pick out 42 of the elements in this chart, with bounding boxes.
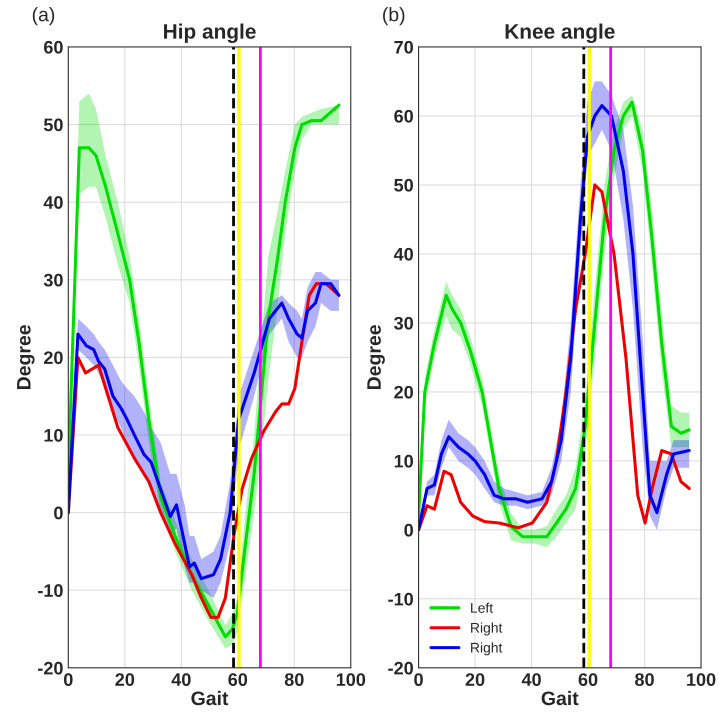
chart-title: Knee angle xyxy=(506,24,615,44)
x-axis-title: Gait xyxy=(191,690,228,706)
chart-title: Hip angle xyxy=(164,24,256,44)
y-tick-label: -10 xyxy=(388,592,413,606)
x-tick-label: 40 xyxy=(172,673,191,686)
legend-label: Right xyxy=(471,642,502,656)
x-tick-label: 20 xyxy=(466,673,484,686)
x-tick-label: 20 xyxy=(115,673,134,686)
x-tick-label: 100 xyxy=(336,673,366,686)
x-tick-label: 80 xyxy=(284,673,304,686)
x-tick-label: 40 xyxy=(522,673,541,686)
x-tick-label: 60 xyxy=(228,673,248,686)
x-tick-label: 80 xyxy=(635,673,654,686)
y-tick-label: -10 xyxy=(38,584,63,597)
x-tick-label: 60 xyxy=(578,673,598,686)
y-tick-label: 60 xyxy=(44,40,63,54)
y-tick-label: 20 xyxy=(394,386,413,399)
y-tick-label: 0 xyxy=(404,524,413,537)
y-tick-label: 40 xyxy=(44,196,63,209)
y-tick-label: 30 xyxy=(44,274,63,287)
y-tick-label: 10 xyxy=(394,454,413,468)
y-tick-label: 30 xyxy=(394,316,413,330)
legend-label: Left xyxy=(471,602,494,613)
y-tick-label: 0 xyxy=(54,506,63,520)
legend-label: Right xyxy=(471,622,502,636)
text: (b) xyxy=(383,7,404,26)
x-tick-label: 0 xyxy=(64,673,73,686)
y-tick-label: 50 xyxy=(44,118,63,132)
y-tick-label: 70 xyxy=(394,40,413,54)
y-axis-title: Degree xyxy=(367,325,385,390)
y-tick-label: 60 xyxy=(394,110,413,123)
y-tick-label: 50 xyxy=(394,178,413,192)
y-tick-label: -20 xyxy=(38,662,63,675)
x-tick-label: 100 xyxy=(687,673,716,686)
y-tick-label: -20 xyxy=(388,662,413,675)
x-tick-label: 0 xyxy=(414,673,423,686)
y-axis-title: Degree xyxy=(17,325,35,390)
y-tick-label: 10 xyxy=(44,428,63,442)
text: (a) xyxy=(32,7,54,26)
y-tick-label: 20 xyxy=(44,351,63,364)
y-tick-label: 40 xyxy=(394,248,413,261)
x-axis-title: Gait xyxy=(542,690,578,706)
